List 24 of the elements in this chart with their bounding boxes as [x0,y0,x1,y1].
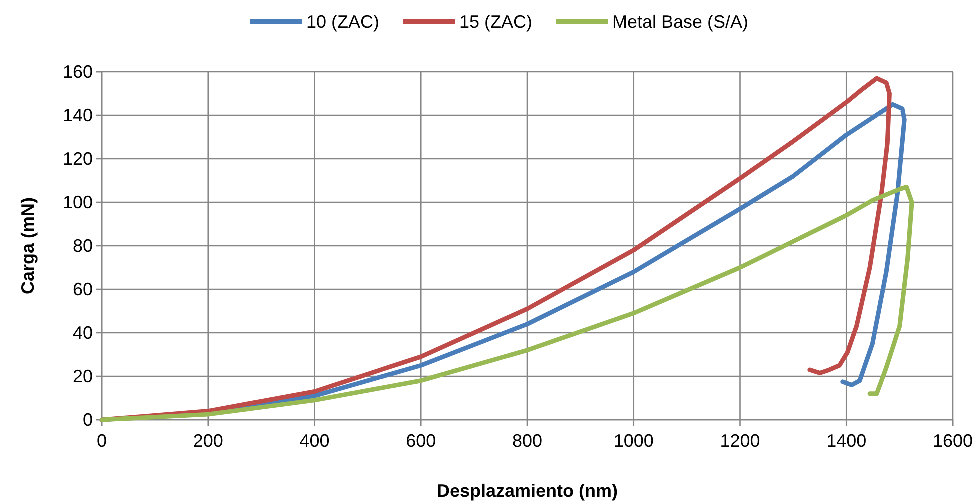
y-tick-label: 40 [72,322,93,343]
x-axis-title: Desplazamiento (nm) [436,481,618,501]
legend-label: 10 (ZAC) [306,12,380,32]
legend-label: 15 (ZAC) [459,12,532,32]
y-tick-label: 60 [72,279,93,300]
y-tick-label: 0 [82,410,93,430]
line-series [100,185,914,422]
y-tick-label: 160 [62,62,93,82]
x-tick-label: 600 [406,431,436,451]
y-axis-title: Carga (mN) [18,197,38,295]
y-tick-label: 100 [62,192,93,212]
x-tick-label: 400 [300,431,330,451]
legend-label: Metal Base (S/A) [612,12,749,32]
x-tick-label: 800 [512,431,543,451]
y-tick-label: 140 [62,105,93,126]
x-tick-label: 1000 [614,431,654,451]
y-tick-label: 80 [72,236,93,256]
x-tick-label: 200 [193,431,224,451]
x-tick-label: 1600 [932,431,974,451]
x-tick-label: 0 [96,431,108,451]
y-tick-label: 120 [62,148,93,169]
x-tick-label: 1200 [720,431,760,451]
x-tick-label: 1400 [826,431,867,451]
y-tick-label: 20 [72,366,93,386]
